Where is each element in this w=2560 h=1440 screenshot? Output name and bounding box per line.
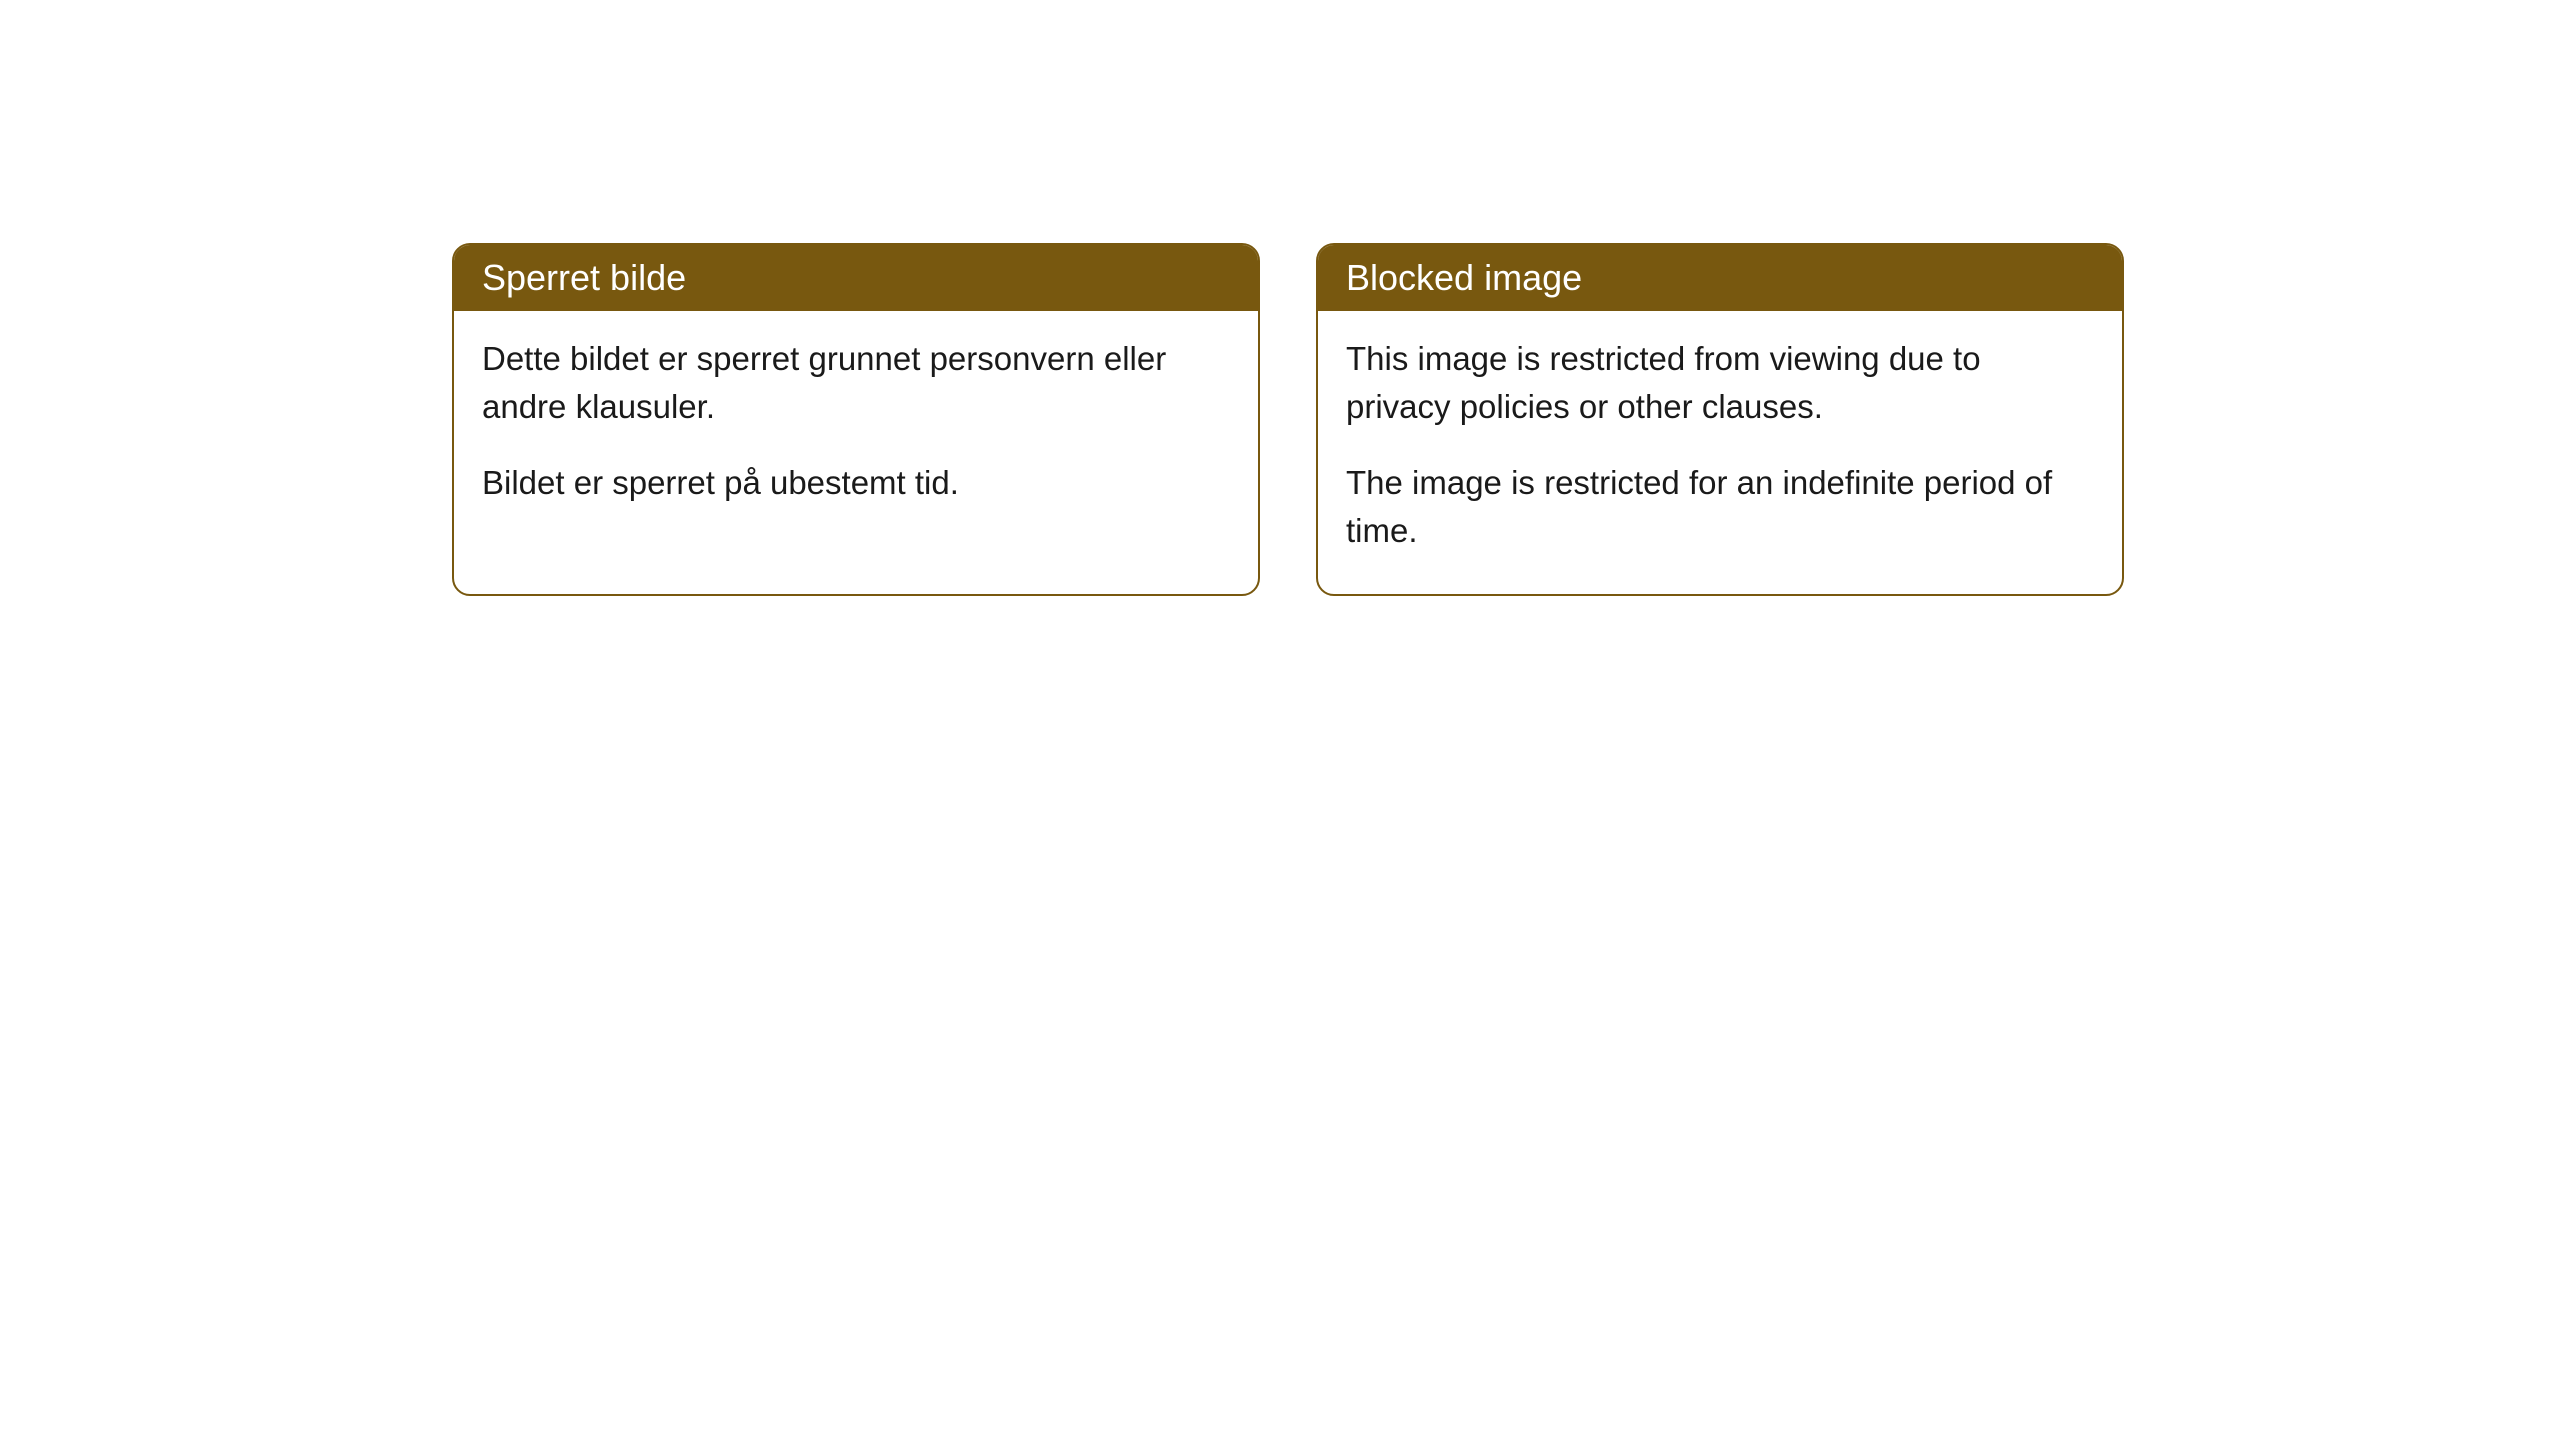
notice-cards-container: Sperret bilde Dette bildet er sperret gr… [452, 243, 2124, 596]
card-body-english: This image is restricted from viewing du… [1318, 311, 2122, 594]
card-paragraph: This image is restricted from viewing du… [1346, 335, 2094, 431]
card-title: Sperret bilde [482, 257, 686, 298]
card-title: Blocked image [1346, 257, 1582, 298]
card-body-norwegian: Dette bildet er sperret grunnet personve… [454, 311, 1258, 547]
card-header-english: Blocked image [1318, 245, 2122, 311]
card-paragraph: Dette bildet er sperret grunnet personve… [482, 335, 1230, 431]
card-paragraph: The image is restricted for an indefinit… [1346, 459, 2094, 555]
blocked-image-card-english: Blocked image This image is restricted f… [1316, 243, 2124, 596]
blocked-image-card-norwegian: Sperret bilde Dette bildet er sperret gr… [452, 243, 1260, 596]
card-paragraph: Bildet er sperret på ubestemt tid. [482, 459, 1230, 507]
card-header-norwegian: Sperret bilde [454, 245, 1258, 311]
